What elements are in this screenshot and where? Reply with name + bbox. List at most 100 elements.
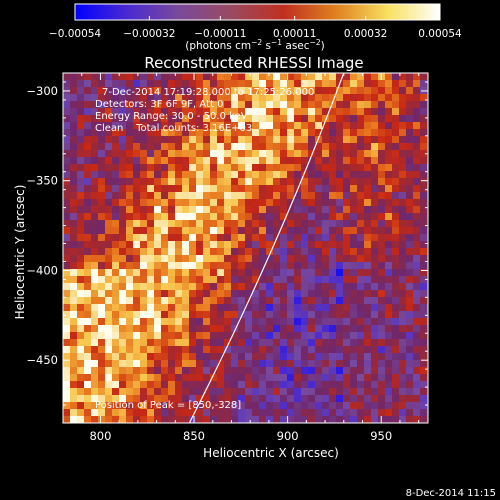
heatmap-cell (147, 367, 155, 375)
heatmap-cell (154, 157, 162, 165)
heatmap-cell (203, 122, 211, 130)
heatmap-cell (371, 199, 379, 207)
heatmap-cell (294, 241, 302, 249)
heatmap-cell (133, 318, 141, 326)
heatmap-cell (329, 220, 337, 228)
heatmap-cell (63, 297, 71, 305)
heatmap-cell (315, 213, 323, 221)
heatmap-cell (364, 290, 372, 298)
heatmap-cell (357, 374, 365, 382)
heatmap-cell (315, 164, 323, 172)
heatmap-cell (343, 325, 351, 333)
heatmap-cell (357, 269, 365, 277)
heatmap-cell (238, 241, 246, 249)
heatmap-cell (147, 213, 155, 221)
heatmap-cell (308, 164, 316, 172)
heatmap-cell (217, 199, 225, 207)
heatmap-cell (161, 122, 169, 130)
heatmap-cell (133, 283, 141, 291)
heatmap-cell (133, 115, 141, 123)
heatmap-cell (343, 416, 351, 423)
heatmap-cell (63, 346, 71, 354)
heatmap-cell (273, 374, 281, 382)
heatmap-cell (392, 136, 400, 144)
heatmap-cell (280, 255, 288, 263)
heatmap-cell (84, 206, 92, 214)
heatmap-cell (238, 164, 246, 172)
heatmap-cell (217, 332, 225, 340)
heatmap-cell (231, 283, 239, 291)
heatmap-cell (175, 206, 183, 214)
heatmap-cell (126, 353, 134, 361)
heatmap-cell (322, 416, 330, 423)
heatmap-cell (84, 227, 92, 235)
heatmap-cell (147, 360, 155, 368)
heatmap-cell (182, 136, 190, 144)
heatmap-cell (210, 416, 218, 423)
heatmap-cell (182, 213, 190, 221)
heatmap-cell (91, 150, 99, 158)
heatmap-cell (203, 94, 211, 102)
heatmap-cell (273, 346, 281, 354)
heatmap-cell (189, 178, 197, 186)
heatmap-cell (259, 115, 267, 123)
heatmap-cell (147, 255, 155, 263)
heatmap-cell (77, 269, 85, 277)
heatmap-cell (189, 115, 197, 123)
heatmap-cell (294, 73, 302, 81)
heatmap-cell (350, 283, 358, 291)
heatmap-cell (210, 381, 218, 389)
heatmap-cell (371, 73, 379, 81)
heatmap-cell (84, 115, 92, 123)
heatmap-cell (154, 311, 162, 319)
heatmap-cell (385, 108, 393, 116)
heatmap-cell (196, 290, 204, 298)
heatmap-cell (315, 269, 323, 277)
heatmap-cell (413, 269, 421, 277)
heatmap-cell (133, 248, 141, 256)
heatmap-cell (70, 248, 78, 256)
heatmap-cell (182, 248, 190, 256)
heatmap-cell (273, 171, 281, 179)
heatmap-cell (357, 339, 365, 347)
heatmap-cell (119, 157, 127, 165)
heatmap-cell (84, 416, 92, 423)
heatmap-cell (70, 129, 78, 137)
heatmap-cell (98, 136, 106, 144)
heatmap-cell (231, 234, 239, 242)
heatmap-cell (231, 227, 239, 235)
heatmap-cell (392, 248, 400, 256)
heatmap-cell (343, 108, 351, 116)
heatmap-cell (420, 374, 428, 382)
heatmap-cell (245, 269, 253, 277)
heatmap-cell (378, 101, 386, 109)
heatmap-cell (210, 73, 218, 81)
heatmap-cell (413, 290, 421, 298)
heatmap-cell (259, 150, 267, 158)
heatmap-cell (343, 276, 351, 284)
heatmap-cell (231, 80, 239, 88)
heatmap-cell (350, 381, 358, 389)
heatmap-cell (98, 185, 106, 193)
heatmap-cell (252, 234, 260, 242)
heatmap-cell (119, 276, 127, 284)
heatmap-cell (301, 87, 309, 95)
heatmap-cell (350, 325, 358, 333)
heatmap-cell (273, 150, 281, 158)
heatmap-cell (189, 234, 197, 242)
heatmap-cell (406, 234, 414, 242)
heatmap-cell (392, 80, 400, 88)
heatmap-cell (203, 164, 211, 172)
heatmap-cell (217, 234, 225, 242)
heatmap-cell (119, 332, 127, 340)
heatmap-cell (231, 262, 239, 270)
heatmap-cell (140, 73, 148, 81)
heatmap-cell (84, 234, 92, 242)
heatmap-cell (133, 185, 141, 193)
heatmap-cell (336, 94, 344, 102)
heatmap-cell (280, 353, 288, 361)
heatmap-cell (140, 360, 148, 368)
heatmap-cell (140, 80, 148, 88)
heatmap-cell (140, 241, 148, 249)
heatmap-cell (322, 171, 330, 179)
